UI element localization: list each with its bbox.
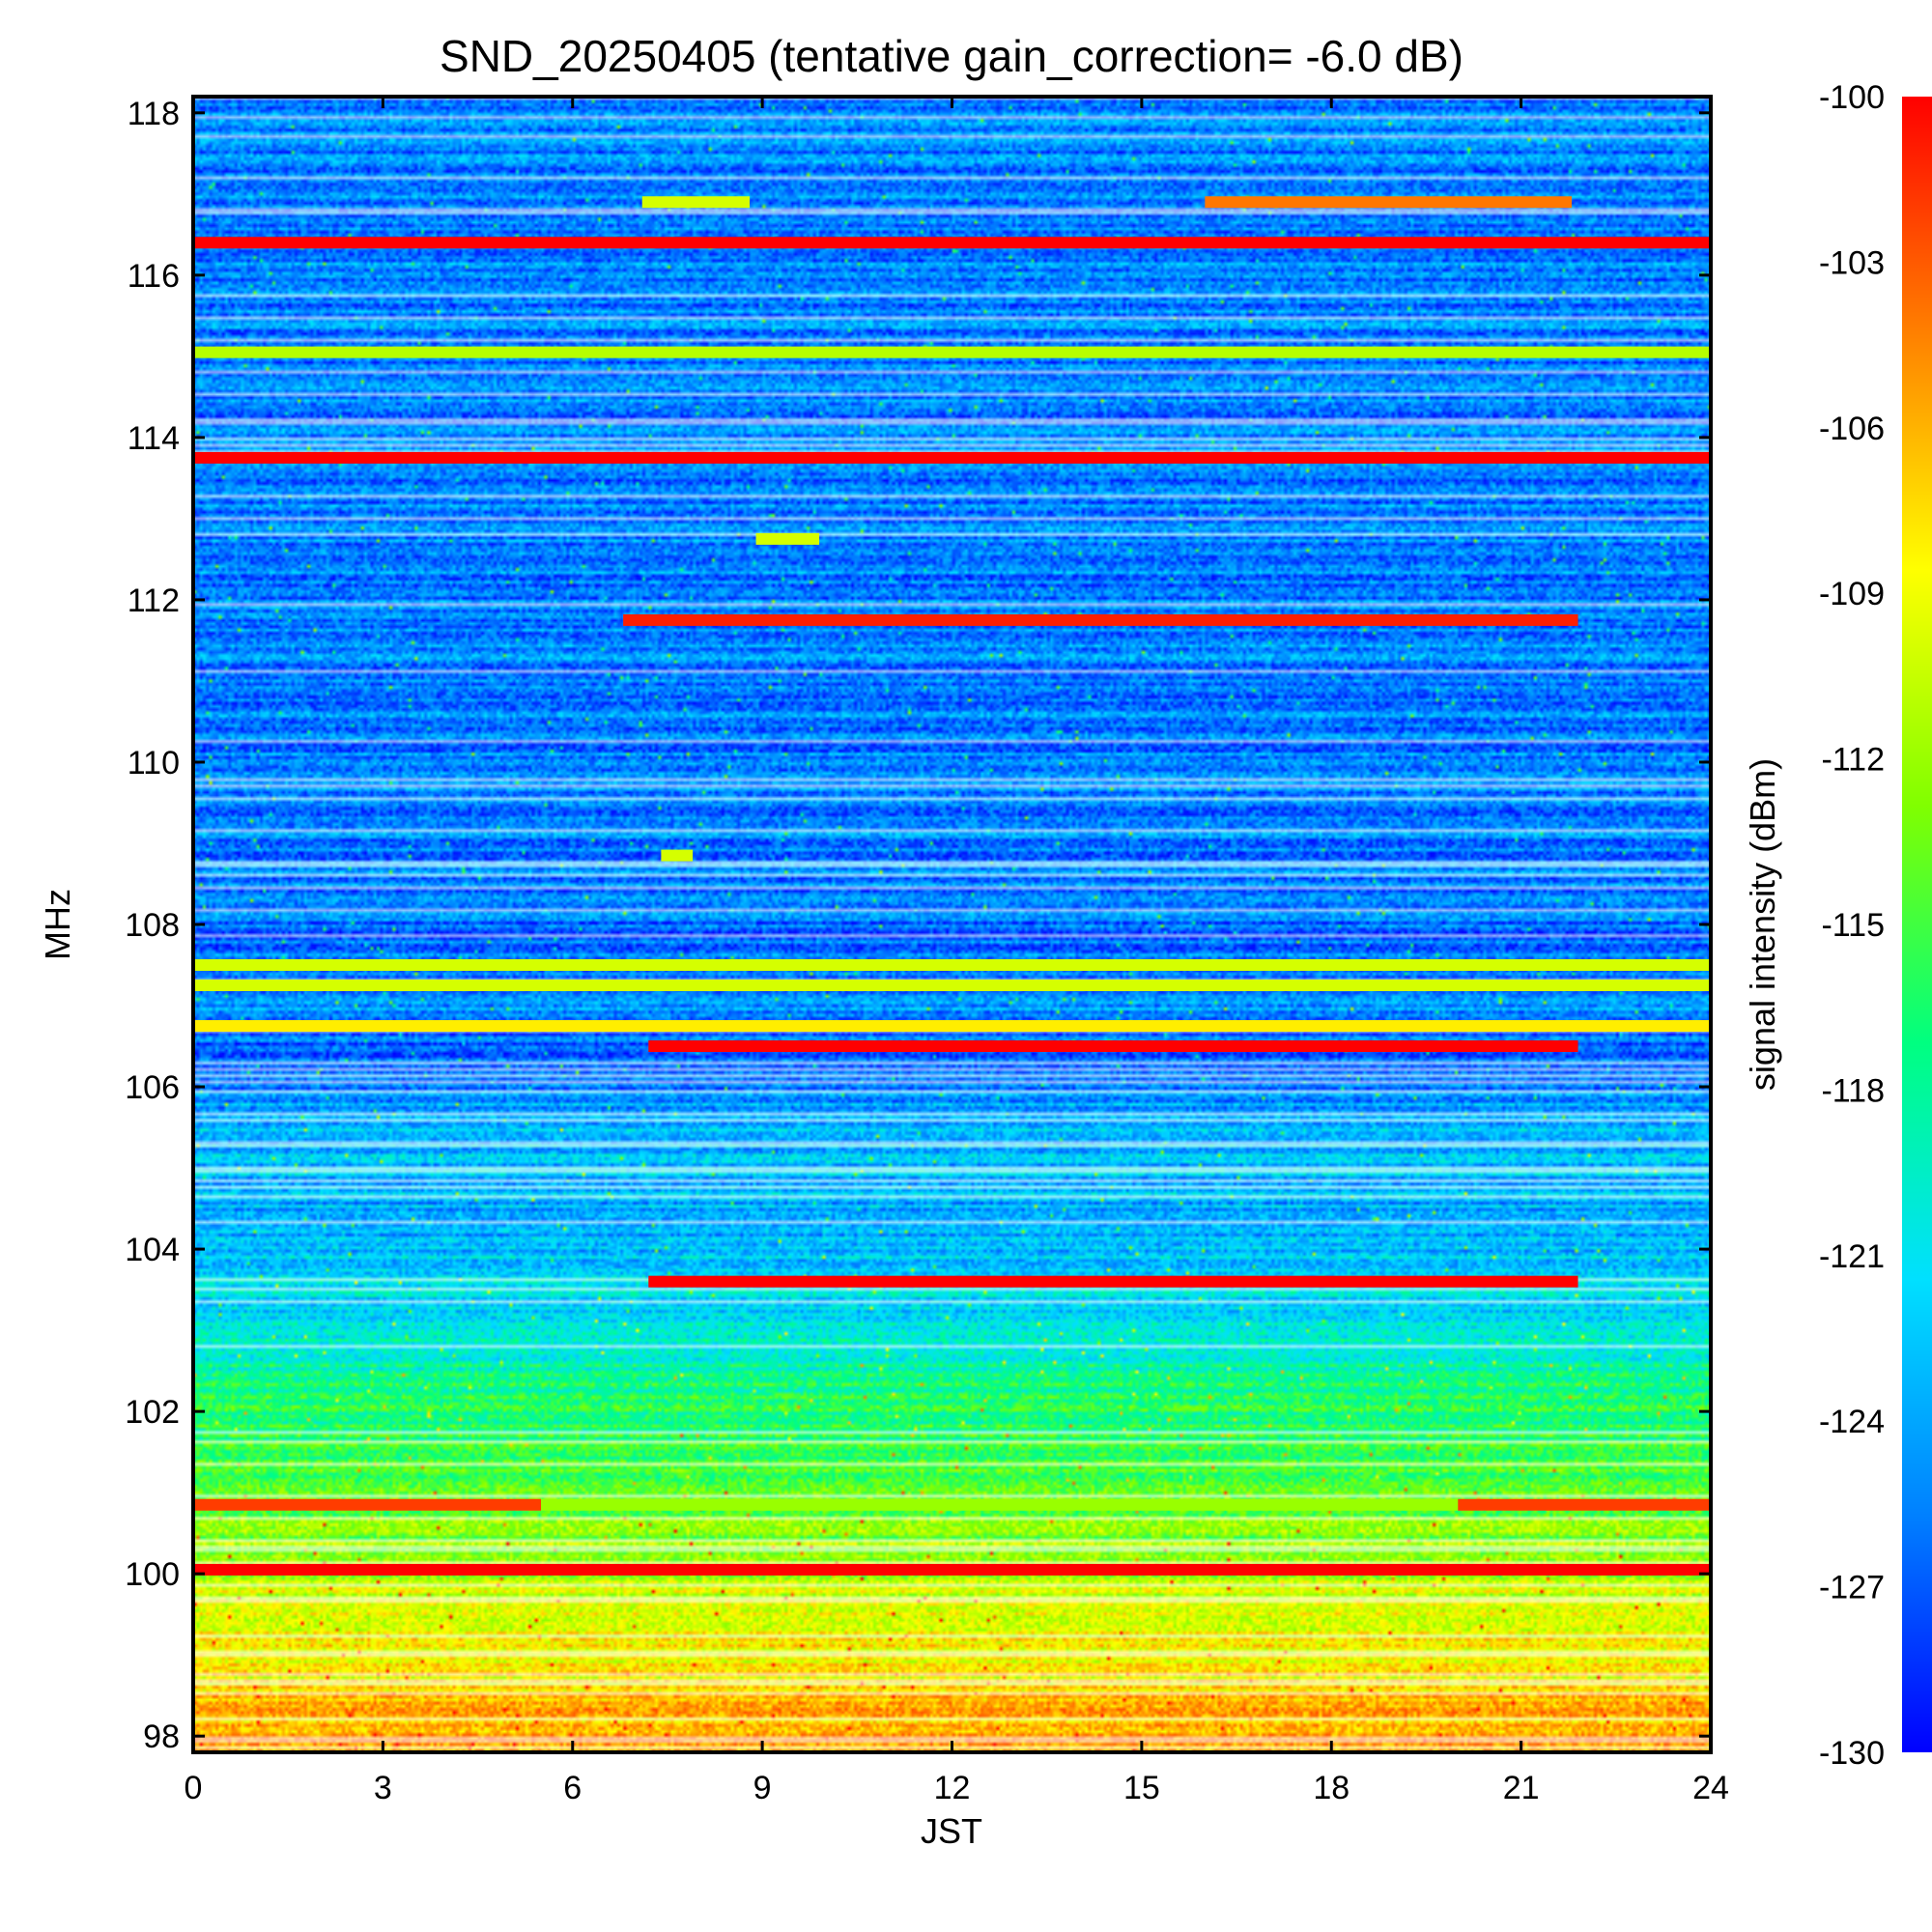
signal-trace (193, 1020, 1711, 1033)
x-tick-label: 3 (374, 1770, 392, 1806)
signal-traces (193, 196, 1711, 1576)
x-tick-label: 12 (934, 1770, 971, 1806)
x-axis: 0 3 6 9 12 15 18 21 24 (185, 97, 1729, 1806)
x-tick-label: 15 (1123, 1770, 1160, 1806)
y-tick-label: 104 (125, 1232, 180, 1268)
signal-trace (193, 980, 1711, 992)
y-tick-label: 106 (125, 1069, 180, 1106)
signal-trace (641, 196, 751, 209)
x-axis-label: JST (921, 1811, 982, 1851)
colorbar-gradient (1902, 97, 1932, 1752)
signal-trace (623, 613, 1578, 626)
signal-trace (541, 1498, 1459, 1511)
y-axis-label: MHz (38, 889, 77, 960)
signal-trace (193, 1498, 542, 1511)
signal-trace (1205, 196, 1572, 209)
signal-trace (648, 1275, 1578, 1288)
colorbar: -100 -103 -106 -109 -112 -115 -118 -121 -124 -127… (1819, 79, 1932, 1772)
colorbar-tick-label: -127 (1819, 1570, 1885, 1606)
y-tick-label: 110 (128, 745, 180, 781)
colorbar-tick-label: -109 (1819, 576, 1885, 612)
y-tick-label: 114 (128, 420, 180, 457)
x-tick-label: 0 (185, 1770, 203, 1806)
signal-trace (661, 849, 694, 862)
x-tick-label: 18 (1313, 1770, 1350, 1806)
x-tick-label: 21 (1503, 1770, 1540, 1806)
colorbar-tick-label: -121 (1819, 1238, 1885, 1275)
colorbar-tick-label: -124 (1819, 1404, 1885, 1440)
x-tick-label: 9 (753, 1770, 772, 1806)
y-tick-label: 102 (125, 1394, 180, 1431)
signal-trace (193, 959, 1711, 972)
colorbar-ticks: -100 -103 -106 -109 -112 -115 -118 -121 -124 -127… (1819, 79, 1885, 1772)
signal-trace (755, 532, 820, 545)
y-tick-label: 100 (125, 1556, 180, 1593)
colorbar-tick-label: -112 (1821, 742, 1885, 779)
colorbar-tick-label: -130 (1819, 1735, 1885, 1772)
colorbar-tick-label: -106 (1819, 411, 1885, 447)
x-tick-label: 24 (1692, 1770, 1729, 1806)
x-tick-label: 6 (563, 1770, 582, 1806)
plot-area (191, 95, 1713, 1754)
signal-trace (648, 1040, 1578, 1053)
signal-trace (193, 346, 1711, 358)
y-axis: 98 100 102 104 106 108 110 112 114 116 118 (125, 96, 1711, 1755)
y-tick-label: 118 (128, 96, 180, 132)
signal-trace (193, 237, 1711, 249)
colorbar-label: signal intensity (dBm) (1743, 758, 1782, 1091)
y-tick-label: 116 (128, 258, 180, 295)
y-tick-label: 108 (125, 907, 180, 944)
signal-trace (193, 1563, 1711, 1576)
signal-trace (193, 451, 1711, 464)
chart-title: SND_20250405 (tentative gain_correction=… (440, 31, 1463, 81)
signal-trace (1458, 1498, 1711, 1511)
heatmap-image (193, 97, 1711, 1752)
colorbar-tick-label: -103 (1819, 244, 1885, 281)
colorbar-tick-label: -118 (1821, 1072, 1885, 1109)
y-tick-label: 98 (143, 1719, 180, 1755)
colorbar-tick-label: -100 (1819, 79, 1885, 116)
colorbar-tick-label: -115 (1821, 907, 1885, 944)
y-tick-label: 112 (128, 582, 180, 619)
